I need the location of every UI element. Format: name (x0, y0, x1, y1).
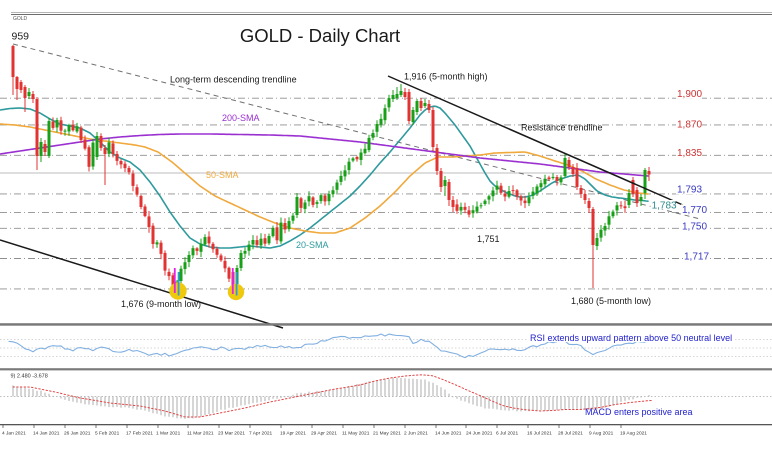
svg-text:Long-term descending trendline: Long-term descending trendline (170, 75, 297, 85)
svg-text:1,916 (5-month high): 1,916 (5-month high) (404, 72, 488, 82)
svg-text:26 Jan 2021: 26 Jan 2021 (64, 431, 91, 437)
svg-text:11 Mar 2021: 11 Mar 2021 (187, 431, 214, 437)
svg-text:14 Jan 2021: 14 Jan 2021 (33, 431, 60, 437)
svg-text:9 Aug 2021: 9 Aug 2021 (589, 431, 614, 437)
svg-text:959: 959 (12, 31, 30, 43)
svg-text:29 Apr 2021: 29 Apr 2021 (311, 431, 337, 437)
svg-text:1,680 (5-month low): 1,680 (5-month low) (571, 296, 651, 306)
svg-text:1 Mar 2021: 1 Mar 2021 (156, 431, 181, 437)
svg-text:1,751: 1,751 (477, 234, 500, 244)
svg-text:1,783: 1,783 (652, 200, 677, 211)
svg-text:1,793: 1,793 (677, 185, 702, 196)
svg-text:1,900: 1,900 (677, 89, 702, 100)
svg-text:20-SMA: 20-SMA (296, 240, 329, 250)
svg-text:7 Apr 2021: 7 Apr 2021 (249, 431, 273, 437)
svg-text:1,770: 1,770 (682, 205, 707, 216)
svg-text:1,835: 1,835 (677, 148, 702, 159)
svg-text:6 Jul 2021: 6 Jul 2021 (496, 431, 518, 437)
svg-text:MACD enters positive area: MACD enters positive area (585, 407, 693, 417)
svg-text:Resistance trendline: Resistance trendline (521, 123, 603, 133)
svg-text:9) 2.480 -3.678: 9) 2.480 -3.678 (11, 373, 48, 379)
svg-text:5 Feb 2021: 5 Feb 2021 (95, 431, 120, 437)
svg-text:1,717: 1,717 (684, 251, 709, 262)
svg-text:21 May 2021: 21 May 2021 (373, 431, 401, 437)
svg-text:1,676 (9-month low): 1,676 (9-month low) (121, 299, 201, 309)
svg-text:GOLD - Daily Chart: GOLD - Daily Chart (240, 25, 400, 46)
svg-text:RSI extends upward pattern abo: RSI extends upward pattern above 50 neut… (530, 333, 732, 343)
svg-text:17 Feb 2021: 17 Feb 2021 (126, 431, 153, 437)
svg-text:14 Jun 2021: 14 Jun 2021 (435, 431, 462, 437)
svg-text:50-SMA: 50-SMA (206, 170, 239, 180)
svg-text:1,870: 1,870 (677, 120, 702, 131)
svg-text:GOLD: GOLD (13, 16, 28, 22)
svg-text:4 Jan 2021: 4 Jan 2021 (2, 431, 26, 437)
svg-text:11 May 2021: 11 May 2021 (342, 431, 370, 437)
svg-text:16 Jul 2021: 16 Jul 2021 (527, 431, 552, 437)
svg-text:28 Jul 2021: 28 Jul 2021 (558, 431, 583, 437)
svg-text:19 Aug 2021: 19 Aug 2021 (620, 431, 647, 437)
svg-text:2 Jun 2021: 2 Jun 2021 (404, 431, 428, 437)
svg-text:24 Jun 2021: 24 Jun 2021 (466, 431, 493, 437)
svg-text:1,750: 1,750 (682, 222, 707, 233)
svg-text:200-SMA: 200-SMA (222, 113, 260, 123)
svg-text:19 Apr 2021: 19 Apr 2021 (280, 431, 306, 437)
svg-text:23 Mar 2021: 23 Mar 2021 (218, 431, 245, 437)
